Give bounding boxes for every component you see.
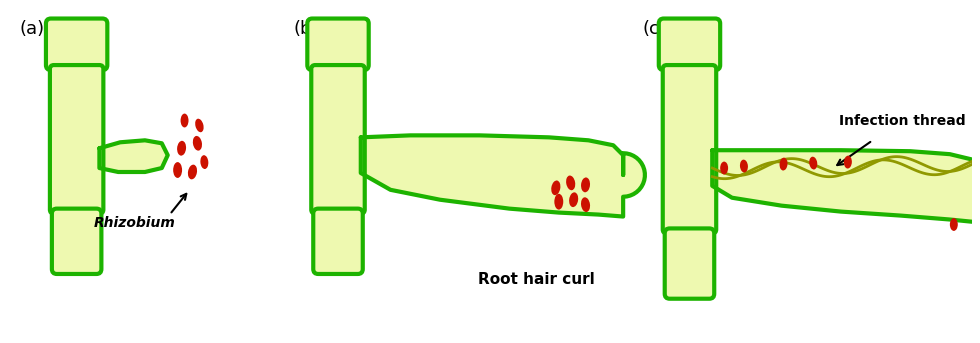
Ellipse shape xyxy=(200,155,209,169)
Ellipse shape xyxy=(740,159,748,173)
Ellipse shape xyxy=(566,176,575,190)
Ellipse shape xyxy=(809,157,817,169)
FancyBboxPatch shape xyxy=(308,19,368,70)
Ellipse shape xyxy=(779,158,788,170)
Ellipse shape xyxy=(555,194,564,210)
FancyBboxPatch shape xyxy=(50,65,103,214)
FancyBboxPatch shape xyxy=(46,19,108,70)
Ellipse shape xyxy=(581,177,590,192)
Polygon shape xyxy=(99,140,168,172)
Text: Root hair curl: Root hair curl xyxy=(477,272,595,287)
Ellipse shape xyxy=(173,162,182,178)
FancyBboxPatch shape xyxy=(314,209,363,274)
Text: (b): (b) xyxy=(293,20,318,37)
Ellipse shape xyxy=(177,141,186,156)
Ellipse shape xyxy=(581,197,590,212)
FancyBboxPatch shape xyxy=(662,65,716,233)
Text: (a): (a) xyxy=(20,20,44,37)
FancyBboxPatch shape xyxy=(312,65,365,214)
Text: Rhizobium: Rhizobium xyxy=(94,216,176,230)
Ellipse shape xyxy=(950,218,957,231)
FancyBboxPatch shape xyxy=(52,209,101,274)
Text: (c): (c) xyxy=(643,20,666,37)
Ellipse shape xyxy=(195,119,204,132)
Ellipse shape xyxy=(844,156,852,168)
Ellipse shape xyxy=(188,165,197,179)
Ellipse shape xyxy=(551,180,561,195)
Ellipse shape xyxy=(569,192,578,207)
Polygon shape xyxy=(361,135,645,216)
Ellipse shape xyxy=(193,136,202,151)
FancyBboxPatch shape xyxy=(664,228,714,299)
Ellipse shape xyxy=(720,162,728,175)
Polygon shape xyxy=(712,150,980,223)
FancyBboxPatch shape xyxy=(659,19,720,70)
Ellipse shape xyxy=(180,114,188,128)
Text: Infection thread: Infection thread xyxy=(839,115,965,128)
